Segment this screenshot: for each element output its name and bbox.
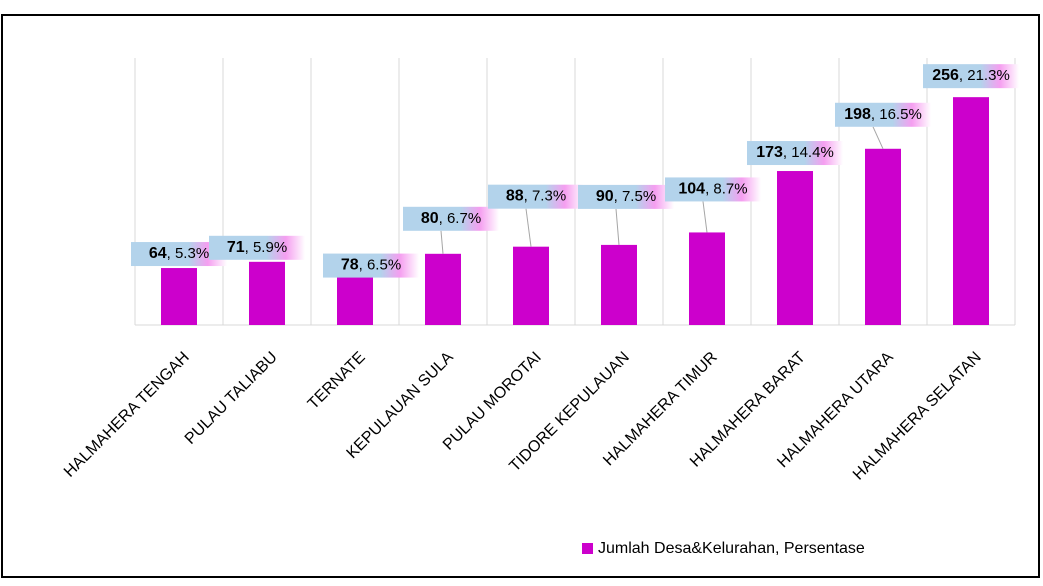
data-label-percent: 5.3%	[175, 245, 209, 262]
data-label-box	[403, 206, 499, 231]
leader-line	[872, 126, 884, 149]
data-label-box	[835, 102, 931, 127]
data-label-percent: 21.3%	[967, 67, 1010, 84]
legend-label: Jumlah Desa&Kelurahan, Persentase	[598, 540, 865, 557]
data-label: 104, 8.7%	[678, 180, 747, 197]
bar	[865, 148, 901, 325]
data-label-box	[131, 242, 227, 267]
data-label-box	[923, 64, 1019, 89]
data-label-separator: ,	[959, 67, 967, 84]
data-label-percent: 8.7%	[713, 180, 747, 197]
bar	[953, 97, 989, 325]
data-label-value: 80	[421, 210, 439, 227]
legend-swatch	[582, 543, 593, 554]
data-label-separator: ,	[359, 257, 367, 274]
data-label-value: 173	[756, 144, 783, 161]
data-label-value: 90	[596, 188, 614, 205]
leader-line	[702, 201, 708, 233]
data-label: 90, 7.5%	[596, 188, 656, 205]
data-label: 80, 6.7%	[421, 210, 481, 227]
data-label-percent: 14.4%	[791, 144, 834, 161]
data-label: 64, 5.3%	[149, 245, 209, 262]
bar	[601, 244, 637, 325]
data-label-percent: 7.3%	[532, 188, 566, 205]
data-label-value: 64	[149, 245, 167, 262]
data-label-box	[665, 177, 761, 202]
data-label-percent: 16.5%	[879, 106, 922, 123]
bar	[513, 246, 549, 325]
leader-line	[615, 208, 620, 245]
data-label-percent: 7.5%	[622, 188, 656, 205]
data-label-value: 71	[227, 239, 245, 256]
leader-line	[440, 230, 444, 254]
data-label-separator: ,	[705, 180, 713, 197]
bar	[249, 261, 285, 325]
data-label: 173, 14.4%	[756, 144, 834, 161]
data-label: 256, 21.3%	[932, 67, 1010, 84]
data-label-percent: 6.7%	[447, 210, 481, 227]
bar	[425, 253, 461, 325]
data-label-separator: ,	[524, 188, 532, 205]
bar	[161, 268, 197, 325]
data-label-box	[488, 184, 584, 209]
data-label-box	[747, 141, 843, 166]
data-label-value: 104	[678, 181, 705, 198]
data-label-separator: ,	[783, 144, 791, 161]
data-label-percent: 6.5%	[367, 257, 401, 274]
data-label: 88, 7.3%	[506, 188, 566, 205]
data-label-value: 78	[341, 257, 359, 274]
data-label: 78, 6.5%	[341, 257, 401, 274]
data-label: 71, 5.9%	[227, 239, 287, 256]
data-label-box	[323, 253, 419, 278]
data-label-separator: ,	[439, 210, 447, 227]
data-label: 198, 16.5%	[844, 106, 922, 123]
data-label-separator: ,	[167, 245, 175, 262]
data-label-value: 88	[506, 188, 524, 205]
bar	[689, 232, 725, 325]
data-label-percent: 5.9%	[253, 239, 287, 256]
data-label-value: 198	[844, 106, 871, 123]
data-label-value: 256	[932, 67, 959, 84]
data-label-box	[209, 235, 305, 260]
data-label-separator: ,	[614, 188, 622, 205]
data-label-separator: ,	[871, 106, 879, 123]
data-label-separator: ,	[245, 239, 253, 256]
leader-line	[525, 208, 532, 247]
data-label-box	[578, 184, 674, 209]
bar	[777, 171, 813, 325]
